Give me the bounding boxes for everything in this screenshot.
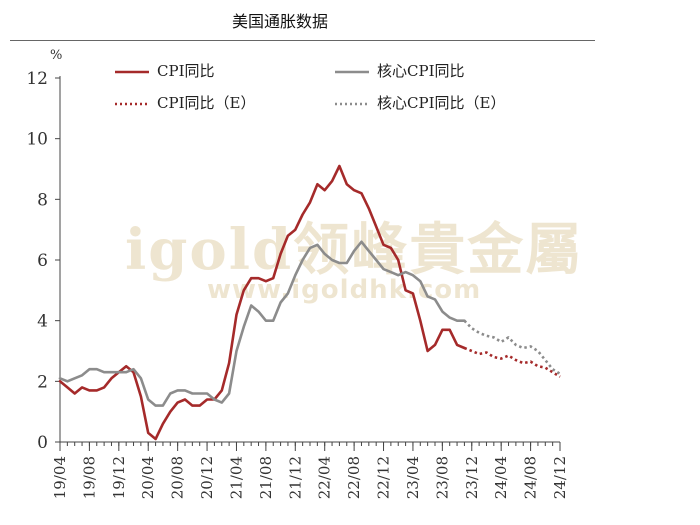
legend-label-core-cpi-e: 核心CPI同比（E）	[377, 94, 506, 112]
legend-label-core-cpi: 核心CPI同比	[377, 62, 465, 80]
series-line-1	[58, 240, 466, 407]
x-tick-label: 23/08	[433, 456, 451, 499]
x-tick-label: 20/04	[139, 456, 157, 499]
x-tick-label: 19/12	[110, 456, 128, 499]
x-tick-label: 21/08	[257, 456, 275, 499]
chart-title: 美国通胀数据	[231, 12, 328, 31]
x-tick-label: 21/04	[227, 456, 245, 499]
x-tick-label: 23/12	[463, 456, 481, 499]
legend-item-core-cpi: 核心CPI同比	[335, 60, 465, 81]
y-tick-label: 0	[37, 433, 48, 453]
x-tick-label: 20/12	[198, 456, 216, 499]
x-tick-label: 20/08	[169, 456, 187, 499]
x-tick-label: 21/12	[286, 456, 304, 499]
y-tick-label: 4	[37, 312, 48, 332]
series-line-0	[58, 164, 466, 441]
y-axis-unit: %	[50, 48, 63, 63]
x-tick-label: 24/04	[492, 456, 510, 499]
x-tick-label: 22/04	[316, 456, 334, 499]
y-tick-label: 10	[26, 130, 48, 150]
legend-item-cpi-e: CPI同比（E）	[115, 92, 255, 113]
x-tick-label: 22/08	[345, 456, 363, 499]
series-line-2	[463, 346, 561, 378]
legend-item-cpi: CPI同比	[115, 60, 215, 81]
legend-label-cpi: CPI同比	[157, 62, 215, 80]
legend-key-cpi	[115, 70, 149, 74]
series-line-3	[463, 319, 561, 375]
x-tick-label: 23/04	[404, 456, 422, 499]
y-tick-label: 6	[37, 251, 48, 271]
x-tick-label: 22/12	[375, 456, 393, 499]
y-tick-label: 2	[37, 372, 48, 392]
x-tick-label: 19/08	[80, 456, 98, 499]
legend-key-cpi-e	[115, 102, 149, 106]
legend-label-cpi-e: CPI同比（E）	[157, 94, 256, 112]
x-tick-label: 24/08	[522, 456, 540, 499]
x-tick-label: 19/04	[51, 456, 69, 499]
y-tick-label: 8	[37, 190, 48, 210]
legend-key-core-cpi-e	[335, 102, 369, 106]
y-tick-label: 12	[26, 69, 48, 89]
title-divider	[10, 40, 595, 41]
legend-key-core-cpi	[335, 70, 369, 74]
x-tick-label: 24/12	[551, 456, 569, 499]
legend-item-core-cpi-e: 核心CPI同比（E）	[335, 92, 505, 113]
